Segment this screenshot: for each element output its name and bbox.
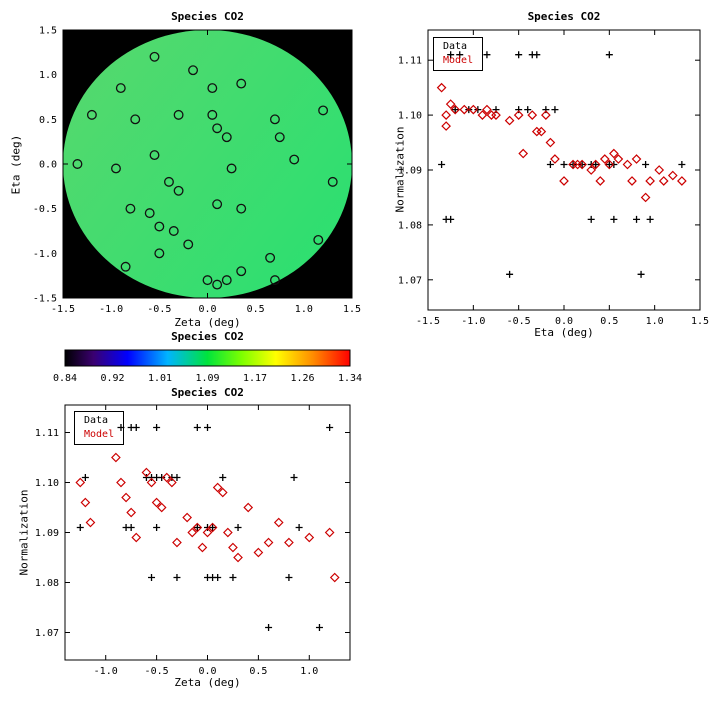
map-plot: -1.5 -1.0 -0.5 0.0 0.5 1.0 1.5 -1.5 -1.0 -0.5 0.0 0… (33, 26, 361, 316)
colorbar-title: Species CO2 (171, 330, 244, 343)
svg-text:-0.5: -0.5 (147, 304, 171, 315)
svg-text:1.0: 1.0 (295, 304, 313, 315)
legend-model-entry: Model (443, 55, 474, 66)
svg-text:-1.0: -1.0 (99, 304, 123, 315)
svg-text:1.5: 1.5 (691, 316, 709, 327)
svg-text:0.92: 0.92 (100, 373, 124, 384)
svg-text:0.5: 0.5 (600, 316, 618, 327)
svg-text:-1.0: -1.0 (461, 316, 485, 327)
zeta-scatter-x-axis-label: Zeta (deg) (174, 676, 241, 689)
eta-scatter-x-axis-label: Eta (deg) (534, 326, 594, 339)
svg-text:1.07: 1.07 (35, 628, 59, 639)
svg-text:-1.5: -1.5 (33, 294, 57, 305)
svg-text:0.5: 0.5 (39, 115, 57, 126)
svg-text:1.5: 1.5 (39, 26, 57, 37)
svg-text:-0.5: -0.5 (507, 316, 531, 327)
svg-text:0.5: 0.5 (247, 304, 265, 315)
svg-text:1.08: 1.08 (398, 220, 422, 231)
svg-text:1.10: 1.10 (35, 478, 59, 489)
svg-text:1.08: 1.08 (35, 578, 59, 589)
svg-text:0.0: 0.0 (198, 304, 216, 315)
svg-text:0.0: 0.0 (555, 316, 573, 327)
svg-text:1.09: 1.09 (35, 528, 59, 539)
map-title: Species CO2 (171, 10, 244, 23)
zeta-scatter-legend: Data Model (74, 411, 125, 445)
svg-text:0.84: 0.84 (53, 373, 77, 384)
colorbar: 0.84 0.92 1.01 1.09 1.17 1.26 1.34 (53, 349, 362, 384)
eta-scatter-plot: -1.5 -1.0 -0.5 0.0 0.5 1.0 1.5 1.07 1.08 1.09 1.10… (398, 29, 709, 327)
svg-text:1.26: 1.26 (290, 373, 314, 384)
svg-text:-1.5: -1.5 (51, 304, 75, 315)
svg-text:0.5: 0.5 (249, 666, 267, 677)
svg-text:-1.0: -1.0 (94, 666, 118, 677)
legend-data-entry: Data (443, 41, 468, 52)
svg-text:1.0: 1.0 (300, 666, 318, 677)
zeta-scatter-title: Species CO2 (171, 386, 244, 399)
map-x-axis-label: Zeta (deg) (174, 316, 241, 329)
svg-text:0.0: 0.0 (198, 666, 216, 677)
svg-text:1.07: 1.07 (398, 275, 422, 286)
svg-text:0.0: 0.0 (39, 160, 57, 171)
svg-text:1.11: 1.11 (398, 56, 422, 67)
eta-scatter-legend: Data Model (433, 37, 484, 71)
legend-model-entry: Model (84, 429, 115, 440)
zeta-scatter-plot: -1.0 -0.5 0.0 0.5 1.0 1.07 1.08 1.09 1.10 1.11 (35, 404, 351, 677)
svg-text:1.34: 1.34 (338, 373, 362, 384)
svg-text:1.5: 1.5 (343, 304, 361, 315)
eta-scatter-title: Species CO2 (527, 10, 601, 23)
svg-text:1.09: 1.09 (398, 166, 422, 177)
svg-text:1.01: 1.01 (148, 373, 172, 384)
svg-text:1.17: 1.17 (243, 373, 267, 384)
svg-text:-1.0: -1.0 (33, 249, 57, 260)
legend-data-entry: Data (84, 415, 109, 426)
svg-text:1.10: 1.10 (398, 111, 422, 122)
svg-text:1.0: 1.0 (39, 70, 57, 81)
svg-text:1.11: 1.11 (35, 428, 59, 439)
svg-text:-1.5: -1.5 (416, 316, 440, 327)
svg-text:-0.5: -0.5 (33, 204, 57, 215)
svg-text:1.0: 1.0 (646, 316, 664, 327)
svg-text:-0.5: -0.5 (145, 666, 169, 677)
svg-text:1.09: 1.09 (195, 373, 219, 384)
